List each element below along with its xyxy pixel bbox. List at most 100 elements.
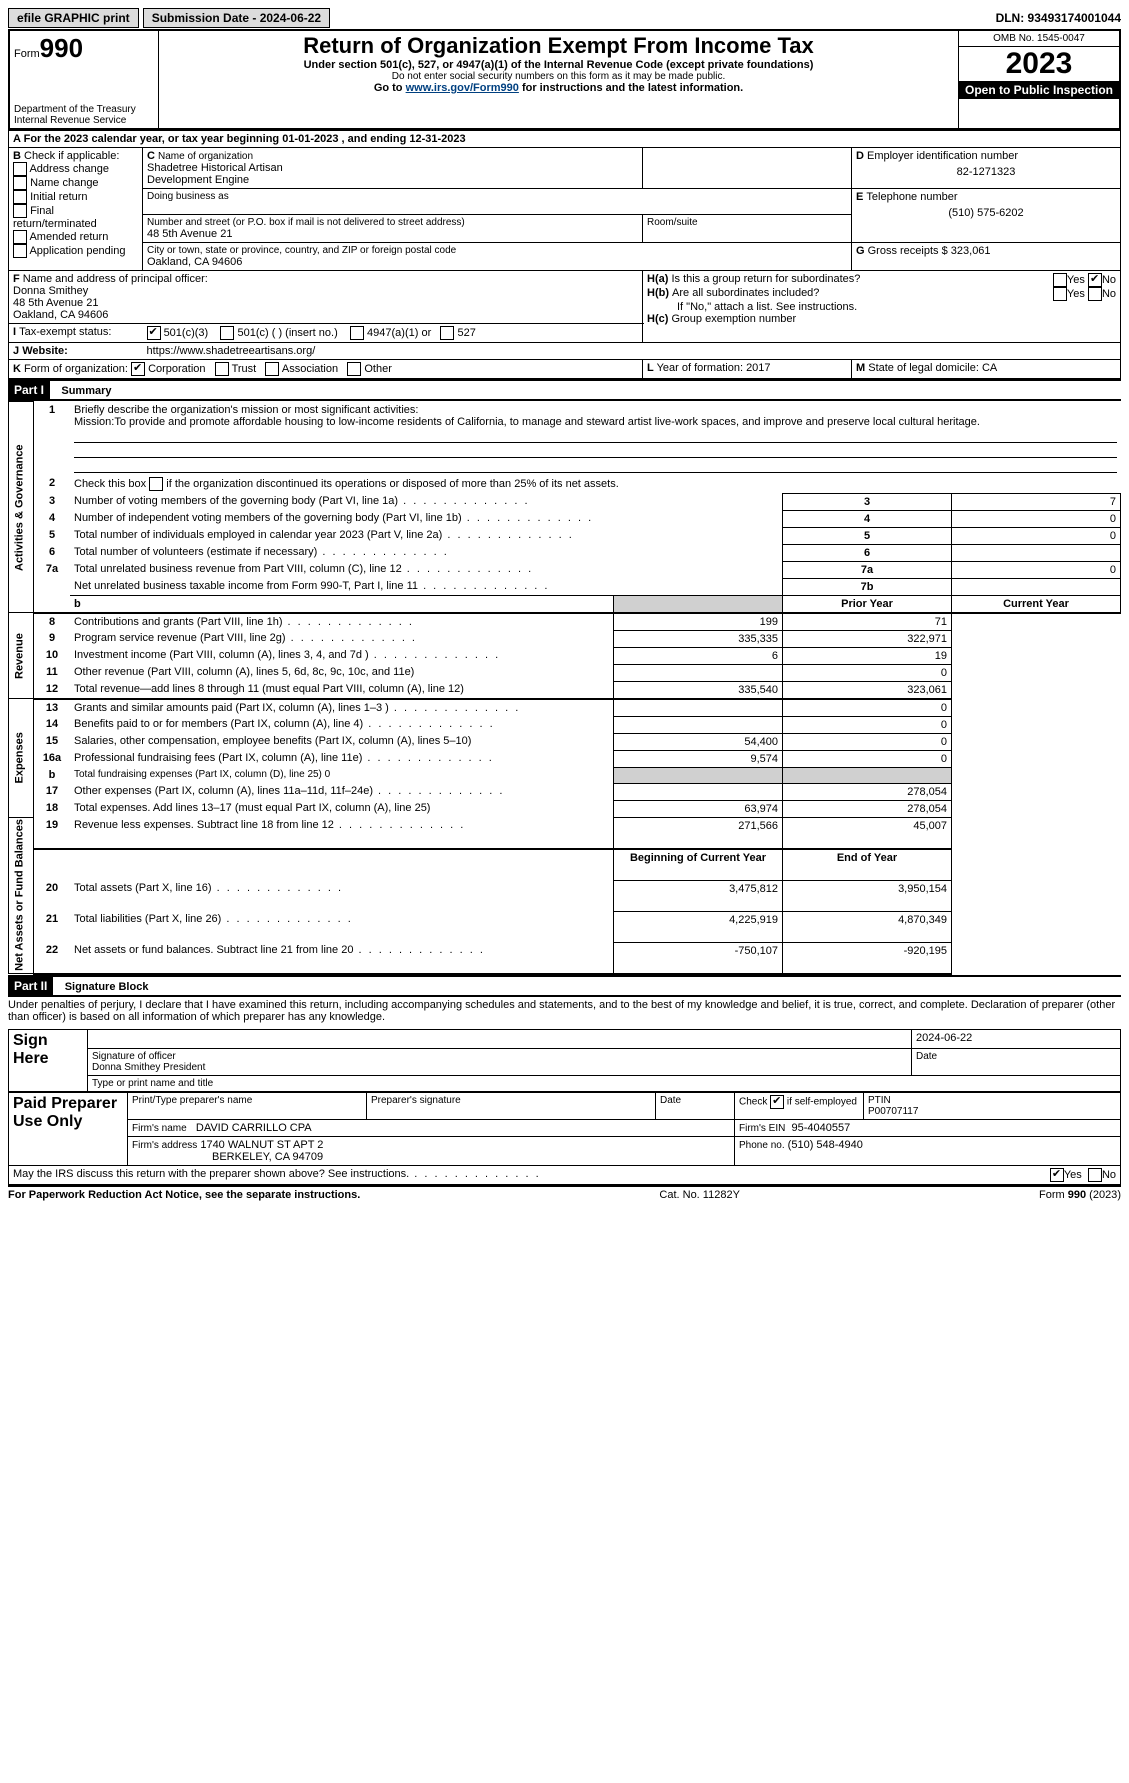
state-domicile: CA <box>982 362 997 374</box>
chk-ha-yes[interactable] <box>1053 273 1067 287</box>
gov-line-box: 6 <box>783 544 952 561</box>
date-label: Date <box>912 1048 1121 1075</box>
firm-ein-label: Firm's EIN <box>739 1123 785 1134</box>
part-ii-title: Signature Block <box>57 981 149 993</box>
subtitle-2: Do not enter social security numbers on … <box>163 71 954 82</box>
l-label: Year of formation: <box>657 362 743 374</box>
b-opt-2: Initial return <box>30 191 87 203</box>
gov-line-box: 4 <box>783 510 952 527</box>
chk-hb-yes[interactable] <box>1053 287 1067 301</box>
b-opt-1: Name change <box>30 177 99 189</box>
street-label: Number and street (or P.O. box if mail i… <box>147 217 638 228</box>
chk-assoc[interactable] <box>265 362 279 376</box>
l2b: if the organization discontinued its ope… <box>166 477 619 489</box>
room-label: Room/suite <box>647 217 847 228</box>
b-title: Check if applicable: <box>24 150 119 162</box>
e-label: Telephone number <box>866 191 957 203</box>
g-label: Gross receipts $ <box>868 245 948 257</box>
part-ii-header: Part II <box>8 977 53 995</box>
tax-year: 2023 <box>959 47 1119 81</box>
street: 48 5th Avenue 21 <box>147 228 638 240</box>
chk-501c-other[interactable] <box>220 326 234 340</box>
chk-527[interactable] <box>440 326 454 340</box>
year-formation: 2017 <box>746 362 770 374</box>
k-opt-3: Other <box>364 363 392 375</box>
chk-4947[interactable] <box>350 326 364 340</box>
dln: DLN: 93493174001044 <box>996 11 1121 25</box>
chk-discuss-yes[interactable] <box>1050 1168 1064 1182</box>
chk-amended-return[interactable] <box>13 230 27 244</box>
chk-501c3[interactable] <box>147 326 161 340</box>
i-opt3: 4947(a)(1) or <box>367 327 431 339</box>
officer-street: 48 5th Avenue 21 <box>13 297 98 309</box>
f-label: Name and address of principal officer: <box>23 273 208 285</box>
gov-line-num: 6 <box>34 544 71 561</box>
city-label: City or town, state or province, country… <box>147 245 847 256</box>
gov-line-text: Total number of individuals employed in … <box>70 527 783 544</box>
l2a: Check this box <box>74 477 146 489</box>
self-emp: if self-employed <box>787 1096 857 1107</box>
k-opt-1: Trust <box>232 363 257 375</box>
b-opt-4: Amended return <box>29 231 108 243</box>
hb-note: If "No," attach a list. See instructions… <box>647 301 1116 313</box>
firm-name-label: Firm's name <box>132 1123 187 1134</box>
gov-line-value <box>952 544 1121 561</box>
gov-line-value <box>952 578 1121 595</box>
j-label: Website: <box>22 345 68 357</box>
hc-label: Group exemption number <box>671 313 796 325</box>
city-value: Oakland, CA 94606 <box>147 256 847 268</box>
gov-line-text: Total unrelated business revenue from Pa… <box>70 561 783 578</box>
org-name-1: Shadetree Historical Artisan <box>147 162 638 174</box>
chk-address-change[interactable] <box>13 162 27 176</box>
chk-initial-return[interactable] <box>13 190 27 204</box>
ein: 82-1271323 <box>856 162 1116 182</box>
prior-year-hdr: Prior Year <box>783 595 952 613</box>
firm-addr-1: 1740 WALNUT ST APT 2 <box>200 1139 323 1151</box>
gov-line-num: 4 <box>34 510 71 527</box>
chk-line2[interactable] <box>149 477 163 491</box>
firm-addr-label: Firm's address <box>132 1140 197 1151</box>
i-label: Tax-exempt status: <box>19 326 111 338</box>
goto-post: for instructions and the latest informat… <box>519 82 743 94</box>
chk-name-change[interactable] <box>13 176 27 190</box>
chk-other[interactable] <box>347 362 361 376</box>
col-b: b <box>70 595 614 613</box>
type-name-label: Type or print name and title <box>88 1075 1121 1091</box>
chk-hb-no[interactable] <box>1088 287 1102 301</box>
side-governance: Activities & Governance <box>9 402 34 613</box>
gov-line-text: Net unrelated business taxable income fr… <box>70 578 783 595</box>
org-name-2: Development Engine <box>147 174 638 186</box>
chk-self-employed[interactable] <box>770 1095 784 1109</box>
chk-corp[interactable] <box>131 362 145 376</box>
sig-officer-label: Signature of officer <box>92 1051 176 1062</box>
subtitle-1: Under section 501(c), 527, or 4947(a)(1)… <box>163 59 954 71</box>
chk-application-pending[interactable] <box>13 244 27 258</box>
current-year-hdr: Current Year <box>952 595 1121 613</box>
l1-text: Briefly describe the organization's miss… <box>74 404 418 416</box>
side-expenses: Expenses <box>9 699 34 818</box>
part-i-header: Part I <box>8 381 50 399</box>
c-name-label: Name of organization <box>158 151 253 162</box>
ptin-value: P00707117 <box>868 1106 918 1117</box>
prep-name-label: Print/Type preparer's name <box>128 1092 367 1119</box>
form-number: 990 <box>40 33 83 63</box>
chk-ha-no[interactable] <box>1088 273 1102 287</box>
k-opt-0: Corporation <box>148 363 205 375</box>
ptin-label: PTIN <box>868 1095 891 1106</box>
paperwork-notice: For Paperwork Reduction Act Notice, see … <box>8 1189 360 1201</box>
gov-line-value: 0 <box>952 510 1121 527</box>
gov-line-value: 0 <box>952 561 1121 578</box>
gov-line-box: 3 <box>783 493 952 510</box>
irs-link[interactable]: www.irs.gov/Form990 <box>406 82 519 94</box>
chk-final-return[interactable] <box>13 204 27 218</box>
form-footer: Form 990 (2023) <box>1039 1189 1121 1201</box>
chk-trust[interactable] <box>215 362 229 376</box>
part-i-title: Summary <box>53 385 111 397</box>
phone-value: (510) 548-4940 <box>788 1139 863 1151</box>
k-opt-2: Association <box>282 363 338 375</box>
chk-discuss-no[interactable] <box>1088 1168 1102 1182</box>
gov-line-text: Number of voting members of the governin… <box>70 493 783 510</box>
i-opt4: 527 <box>457 327 475 339</box>
officer-name-title: Donna Smithey President <box>92 1062 205 1073</box>
website[interactable]: https://www.shadetreeartisans.org/ <box>147 345 316 357</box>
